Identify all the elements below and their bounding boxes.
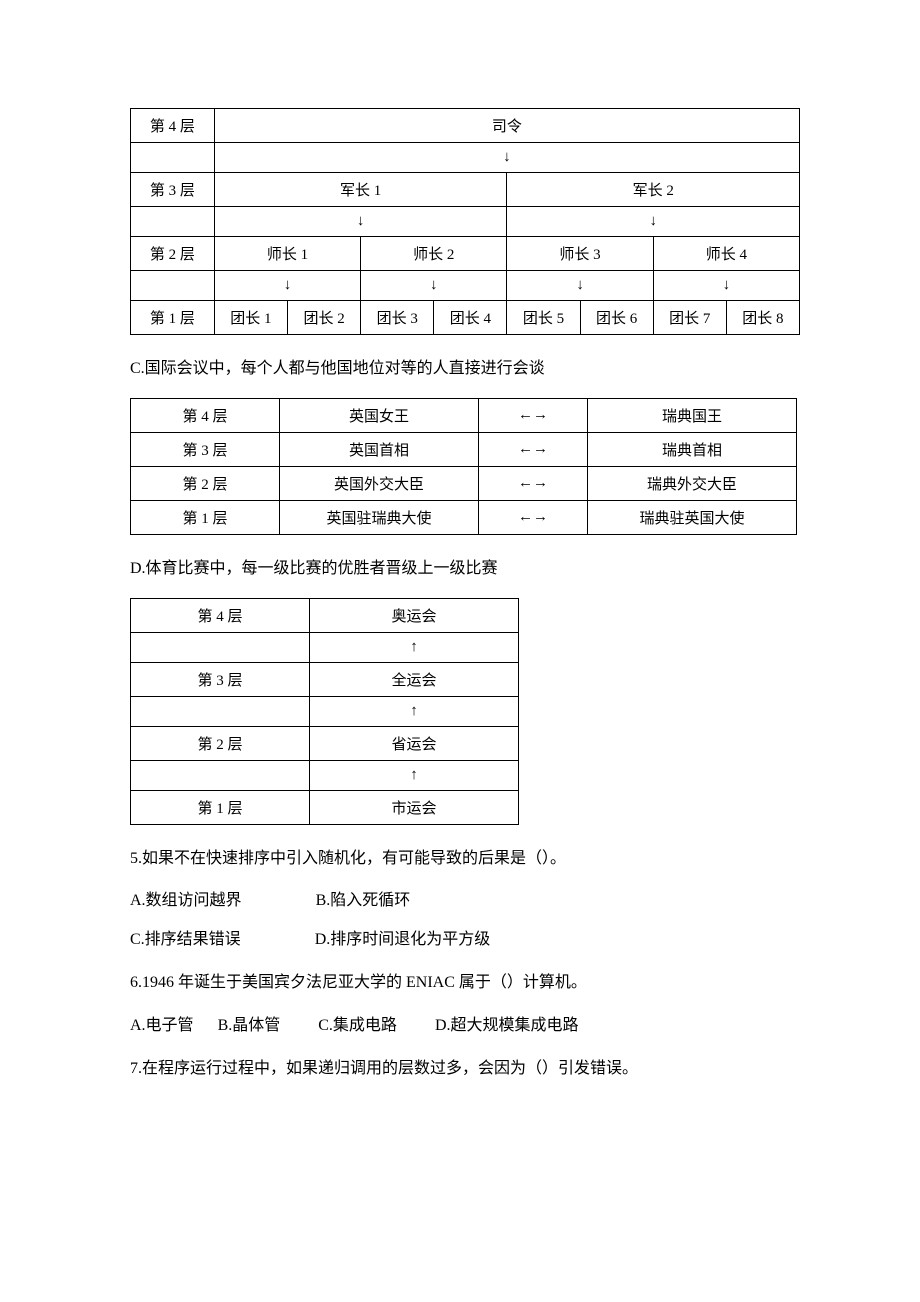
row-label	[131, 143, 215, 173]
cell: 英国女王	[280, 398, 479, 432]
arrow-down-icon: ↓	[214, 271, 360, 301]
cell: 团长 4	[434, 301, 507, 335]
option-d-text: D.体育比赛中，每一级比赛的优胜者晋级上一级比赛	[130, 555, 800, 584]
cell: 团长 7	[653, 301, 726, 335]
cell: 师长 3	[507, 237, 653, 271]
table-sports: 第 4 层 奥运会 ↑ 第 3 层 全运会 ↑ 第 2 层 省运会 ↑ 第 1 …	[130, 598, 519, 825]
table-row: ↓ ↓ ↓ ↓	[131, 271, 800, 301]
row-label	[131, 696, 310, 726]
cell: 英国外交大臣	[280, 466, 479, 500]
table-row: 第 3 层 全运会	[131, 662, 519, 696]
table-row: 第 4 层 司令	[131, 109, 800, 143]
option: B.陷入死循环	[316, 887, 411, 916]
cell: 瑞典首相	[588, 432, 797, 466]
table-row: 第 4 层 英国女王 ←→ 瑞典国王	[131, 398, 797, 432]
row-label	[131, 760, 310, 790]
table-row: ↑	[131, 696, 519, 726]
cell: 全运会	[310, 662, 519, 696]
option-c-text: C.国际会议中，每个人都与他国地位对等的人直接进行会谈	[130, 355, 800, 384]
table-row: 第 1 层 英国驻瑞典大使 ←→ 瑞典驻英国大使	[131, 500, 797, 534]
arrow-down-icon: ↓	[361, 271, 507, 301]
table-row: 第 3 层 英国首相 ←→ 瑞典首相	[131, 432, 797, 466]
cell: 军长 1	[214, 173, 507, 207]
cell: 英国首相	[280, 432, 479, 466]
arrow-down-icon: ↓	[507, 271, 653, 301]
table-row: ↓ ↓	[131, 207, 800, 237]
row-label: 第 3 层	[131, 662, 310, 696]
question-7-stem: 7.在程序运行过程中，如果递归调用的层数过多，会因为（）引发错误。	[130, 1055, 800, 1084]
arrow-down-icon: ↓	[214, 207, 507, 237]
option: C.排序结果错误	[130, 926, 241, 955]
row-label	[131, 632, 310, 662]
option: A.数组访问越界	[130, 887, 242, 916]
cell: 师长 2	[361, 237, 507, 271]
table-row: 第 2 层 师长 1 师长 2 师长 3 师长 4	[131, 237, 800, 271]
option: D.排序时间退化为平方级	[315, 926, 491, 955]
row-label: 第 1 层	[131, 301, 215, 335]
question-6-options: A.电子管 B.晶体管 C.集成电路 D.超大规模集成电路	[130, 1012, 800, 1041]
cell: 市运会	[310, 790, 519, 824]
table-row: 第 2 层 英国外交大臣 ←→ 瑞典外交大臣	[131, 466, 797, 500]
table-row: 第 1 层 市运会	[131, 790, 519, 824]
table-row: ↑	[131, 632, 519, 662]
document-page: 第 4 层 司令 ↓ 第 3 层 军长 1 军长 2 ↓ ↓ 第 2 层 师长 …	[0, 0, 920, 1177]
option: C.集成电路	[318, 1012, 397, 1041]
arrow-up-icon: ↑	[310, 632, 519, 662]
option: A.电子管	[130, 1012, 194, 1041]
cell: 团长 2	[288, 301, 361, 335]
row-label: 第 4 层	[131, 109, 215, 143]
row-label: 第 2 层	[131, 237, 215, 271]
cell: 团长 8	[726, 301, 799, 335]
cell: 军长 2	[507, 173, 800, 207]
row-label: 第 1 层	[131, 500, 280, 534]
row-label: 第 3 层	[131, 432, 280, 466]
table-diplomatic: 第 4 层 英国女王 ←→ 瑞典国王 第 3 层 英国首相 ←→ 瑞典首相 第 …	[130, 398, 797, 535]
arrow-up-icon: ↑	[310, 760, 519, 790]
cell: 团长 3	[361, 301, 434, 335]
arrow-lr-icon: ←→	[479, 500, 588, 534]
row-label: 第 4 层	[131, 598, 310, 632]
table-row: 第 4 层 奥运会	[131, 598, 519, 632]
cell: 团长 1	[214, 301, 287, 335]
option: D.超大规模集成电路	[435, 1012, 579, 1041]
table-row: 第 2 层 省运会	[131, 726, 519, 760]
cell: 英国驻瑞典大使	[280, 500, 479, 534]
arrow-down-icon: ↓	[214, 143, 799, 173]
option: B.晶体管	[218, 1012, 281, 1041]
arrow-down-icon: ↓	[507, 207, 800, 237]
question-5-options-line2: C.排序结果错误 D.排序时间退化为平方级	[130, 926, 800, 955]
arrow-lr-icon: ←→	[479, 398, 588, 432]
row-label: 第 2 层	[131, 466, 280, 500]
row-label	[131, 271, 215, 301]
cell: 奥运会	[310, 598, 519, 632]
table-military-hierarchy: 第 4 层 司令 ↓ 第 3 层 军长 1 军长 2 ↓ ↓ 第 2 层 师长 …	[130, 108, 800, 335]
arrow-lr-icon: ←→	[479, 432, 588, 466]
row-label	[131, 207, 215, 237]
table-row: 第 1 层 团长 1 团长 2 团长 3 团长 4 团长 5 团长 6 团长 7…	[131, 301, 800, 335]
row-label: 第 4 层	[131, 398, 280, 432]
cell: 师长 1	[214, 237, 360, 271]
cell: 省运会	[310, 726, 519, 760]
question-6-stem: 6.1946 年诞生于美国宾夕法尼亚大学的 ENIAC 属于（）计算机。	[130, 969, 800, 998]
cell: 师长 4	[653, 237, 799, 271]
arrow-up-icon: ↑	[310, 696, 519, 726]
row-label: 第 3 层	[131, 173, 215, 207]
arrow-lr-icon: ←→	[479, 466, 588, 500]
cell: 瑞典驻英国大使	[588, 500, 797, 534]
question-5-stem: 5.如果不在快速排序中引入随机化，有可能导致的后果是（）。	[130, 845, 800, 874]
row-label: 第 1 层	[131, 790, 310, 824]
table-row: 第 3 层 军长 1 军长 2	[131, 173, 800, 207]
table-row: ↑	[131, 760, 519, 790]
cell: 团长 6	[580, 301, 653, 335]
cell: 瑞典外交大臣	[588, 466, 797, 500]
table-row: ↓	[131, 143, 800, 173]
question-5-options-line1: A.数组访问越界 B.陷入死循环	[130, 887, 800, 916]
cell: 瑞典国王	[588, 398, 797, 432]
arrow-down-icon: ↓	[653, 271, 799, 301]
cell: 司令	[214, 109, 799, 143]
row-label: 第 2 层	[131, 726, 310, 760]
cell: 团长 5	[507, 301, 580, 335]
